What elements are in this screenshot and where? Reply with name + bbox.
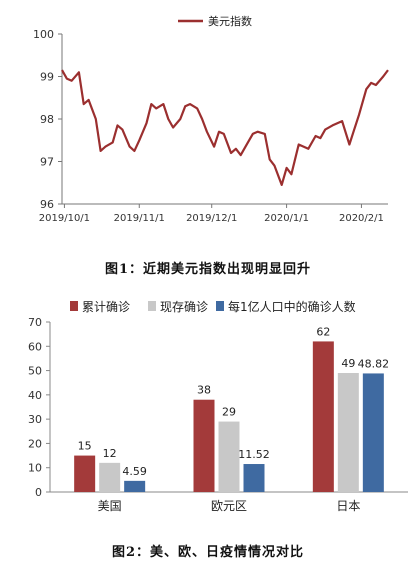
data-label: 29 [222, 406, 236, 419]
data-label: 15 [78, 440, 92, 453]
y-tick-label: 99 [40, 71, 54, 84]
bar-0-2 [312, 341, 334, 492]
x-category-label: 欧元区 [211, 499, 247, 513]
bar-2-2 [362, 373, 384, 492]
y-tick-label: 100 [33, 28, 54, 41]
bar-1-0 [99, 462, 121, 492]
legend-swatch-0 [70, 301, 78, 311]
x-tick-label: 2019/12/1 [186, 213, 237, 224]
data-label: 4.59 [122, 465, 147, 478]
x-tick-label: 2019/10/1 [39, 213, 90, 224]
y-tick-label: 10 [28, 462, 42, 475]
y-tick-label: 50 [28, 365, 42, 378]
legend-label-2: 每1亿人口中的确诊人数 [228, 299, 356, 314]
data-label: 11.52 [238, 448, 270, 461]
x-tick-label: 2020/2/1 [339, 213, 384, 224]
bar-0-1 [193, 399, 215, 492]
data-label: 38 [197, 384, 211, 397]
y-tick-label: 70 [28, 316, 42, 329]
data-label: 48.82 [358, 357, 390, 370]
line-chart-svg: 美元指数 96 97 98 99 100 2019/10/1 2019/11/1 2019/12… [33, 14, 389, 224]
legend-label-1: 现存确诊 [160, 300, 208, 314]
y-tick-label: 98 [40, 113, 54, 126]
epidemic-comparison-bar-chart: 累计确诊 现存确诊 每1亿人口中的确诊人数 0 10 20 30 40 50 60 70 美国 15 12… [0, 292, 416, 524]
bar-1-1 [218, 421, 240, 492]
x-tick-label: 2020/1/1 [264, 213, 309, 224]
y-tick-label: 60 [28, 340, 42, 353]
bar-chart-svg: 累计确诊 现存确诊 每1亿人口中的确诊人数 0 10 20 30 40 50 60 70 美国 15 12… [28, 299, 408, 513]
bar-2-0 [124, 480, 146, 492]
legend-swatch-2 [216, 301, 224, 311]
x-category-label: 日本 [336, 499, 360, 513]
data-label: 62 [316, 325, 330, 338]
bar-1-2 [337, 373, 359, 492]
series-line-dollar-index [61, 69, 389, 186]
dollar-index-line-chart: 美元指数 96 97 98 99 100 2019/10/1 2019/11/1 2019/12… [0, 0, 416, 240]
y-tick-label: 97 [40, 156, 54, 169]
figure-1-caption: 图1：近期美元指数出现明显回升 [104, 262, 312, 277]
bar-0-0 [74, 455, 96, 492]
x-tick-label: 2019/11/1 [114, 213, 165, 224]
data-label: 12 [103, 447, 117, 460]
legend-swatch-1 [148, 301, 156, 311]
y-tick-label: 96 [40, 198, 54, 211]
x-category-label: 美国 [98, 499, 122, 513]
figure-2-caption: 图2：美、欧、日疫情情况对比 [111, 545, 305, 560]
bar-2-1 [243, 464, 265, 492]
y-tick-label: 20 [28, 437, 42, 450]
y-tick-label: 30 [28, 413, 42, 426]
legend-label-dollar-index: 美元指数 [208, 14, 252, 28]
legend-label-0: 累计确诊 [82, 300, 130, 314]
y-tick-label: 0 [35, 486, 42, 499]
data-label: 49 [341, 357, 355, 370]
y-tick-label: 40 [28, 389, 42, 402]
